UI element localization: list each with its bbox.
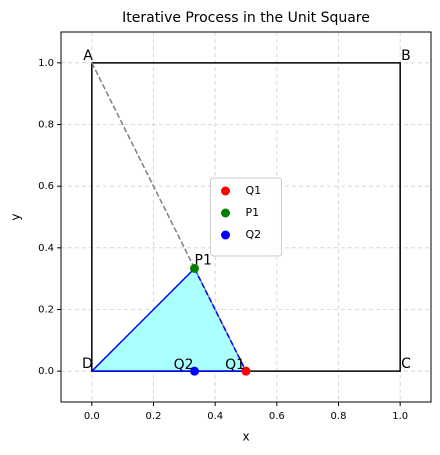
- vertex-label: B: [401, 48, 411, 64]
- point-label: P1: [195, 252, 212, 268]
- point-label: Q2: [174, 357, 194, 373]
- legend-marker: [221, 186, 230, 196]
- point: [190, 263, 200, 273]
- x-tick-label: 0.6: [269, 411, 285, 422]
- vertex-label: A: [83, 48, 93, 64]
- triangle-fill: [91, 268, 246, 372]
- chart-title: Iterative Process in the Unit Square: [122, 10, 370, 26]
- vertex-label: D: [82, 356, 93, 372]
- y-tick-label: 0.6: [38, 181, 54, 192]
- x-tick-label: 0.0: [84, 411, 100, 422]
- segment: [193, 268, 247, 372]
- legend-label: P1: [246, 206, 260, 219]
- y-tick-label: 0.0: [38, 366, 54, 377]
- x-tick-label: 1.0: [392, 411, 408, 422]
- legend-marker: [221, 230, 230, 240]
- segment: [91, 267, 196, 372]
- segment: [91, 62, 247, 372]
- point: [241, 366, 251, 376]
- x-tick-label: 0.8: [331, 411, 347, 422]
- axes-frame: [60, 31, 432, 403]
- legend-marker: [221, 208, 230, 218]
- legend-label: Q2: [246, 228, 262, 241]
- point-label: Q1: [225, 357, 245, 373]
- x-tick-label: 0.4: [207, 411, 223, 422]
- legend: Q1 P1 Q2: [210, 177, 282, 257]
- point: [190, 366, 200, 376]
- x-tick-label: 0.2: [146, 411, 162, 422]
- y-tick-label: 0.2: [38, 305, 54, 316]
- y-tick-label: 0.4: [38, 243, 54, 254]
- x-axis-label: x: [242, 430, 249, 444]
- vertex-label: C: [401, 356, 411, 372]
- unit-square: [91, 62, 401, 372]
- y-tick-label: 1.0: [38, 58, 54, 69]
- legend-label: Q1: [246, 184, 262, 197]
- y-tick-label: 0.8: [38, 120, 54, 131]
- y-axis-label: y: [9, 213, 23, 220]
